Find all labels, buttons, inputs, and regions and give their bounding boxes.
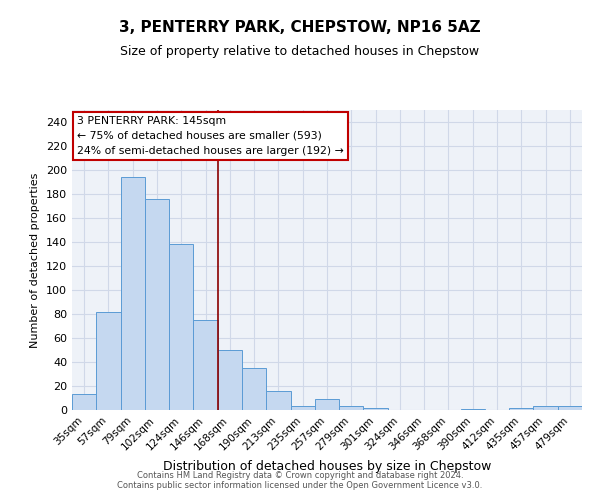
Bar xyxy=(266,391,290,410)
Bar xyxy=(509,408,533,410)
Bar xyxy=(121,177,145,410)
Bar xyxy=(558,406,582,410)
Bar xyxy=(533,406,558,410)
Bar xyxy=(339,406,364,410)
Bar xyxy=(315,399,339,410)
Bar xyxy=(169,244,193,410)
Bar xyxy=(145,199,169,410)
X-axis label: Distribution of detached houses by size in Chepstow: Distribution of detached houses by size … xyxy=(163,460,491,473)
Text: Contains HM Land Registry data © Crown copyright and database right 2024.
Contai: Contains HM Land Registry data © Crown c… xyxy=(118,470,482,490)
Bar xyxy=(72,394,96,410)
Text: 3 PENTERRY PARK: 145sqm
← 75% of detached houses are smaller (593)
24% of semi-d: 3 PENTERRY PARK: 145sqm ← 75% of detache… xyxy=(77,116,344,156)
Bar xyxy=(242,368,266,410)
Y-axis label: Number of detached properties: Number of detached properties xyxy=(31,172,40,348)
Text: 3, PENTERRY PARK, CHEPSTOW, NP16 5AZ: 3, PENTERRY PARK, CHEPSTOW, NP16 5AZ xyxy=(119,20,481,35)
Bar xyxy=(218,350,242,410)
Bar xyxy=(290,406,315,410)
Bar xyxy=(193,320,218,410)
Text: Size of property relative to detached houses in Chepstow: Size of property relative to detached ho… xyxy=(121,45,479,58)
Bar xyxy=(96,312,121,410)
Bar xyxy=(364,408,388,410)
Bar xyxy=(461,409,485,410)
